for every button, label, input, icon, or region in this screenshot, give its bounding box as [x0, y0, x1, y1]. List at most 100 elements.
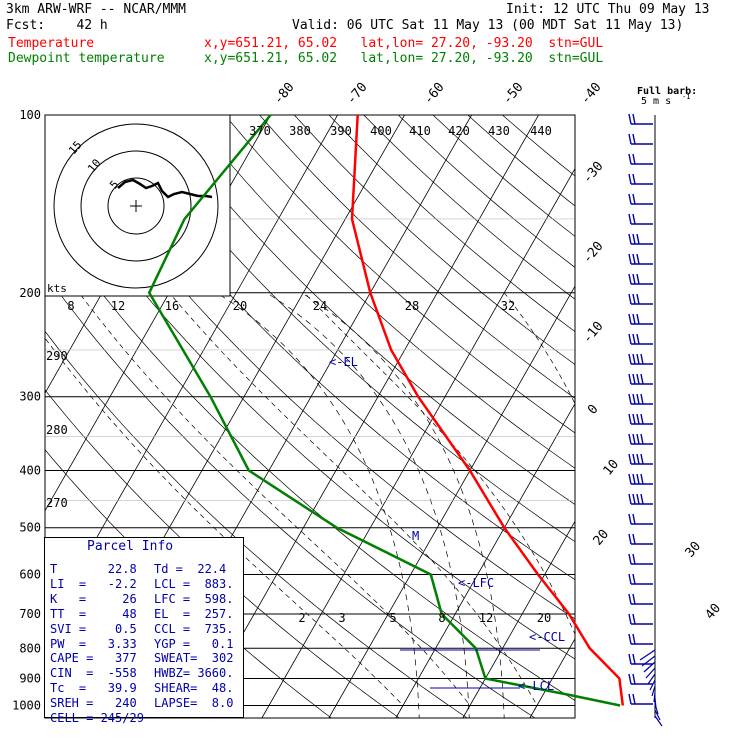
speed-scale-label: 12 [111, 299, 125, 313]
pressure-tick-label: 1000 [12, 698, 41, 712]
wind-barb-flag [628, 493, 632, 505]
wind-barb-flag [632, 253, 636, 265]
wind-barb-flag [628, 373, 632, 385]
mixing-ratio-label: 12 [479, 611, 493, 625]
wind-barb-low [654, 703, 659, 715]
wind-barb-flag [628, 113, 632, 125]
parcel-info-left: SREH = 240 [50, 696, 137, 711]
wind-barb-flag [628, 473, 632, 485]
pressure-tick-label: 400 [19, 464, 41, 478]
dry-adiabat [190, 115, 575, 469]
wind-barb-flag [636, 253, 640, 265]
isotherm-label: 0 [585, 402, 602, 418]
dry-adiabat [45, 273, 536, 718]
wind-barb-flag [628, 533, 632, 545]
dry-adiabat [45, 159, 575, 660]
parcel-level-annotation: <-CCL [529, 630, 565, 644]
wind-barb-flag [632, 453, 636, 465]
wind-barb-flag [640, 393, 644, 405]
wind-barb-flag [632, 113, 636, 125]
wind-barb-flag [628, 633, 632, 645]
parcel-info-row: CIN = -558 HWBZ= 3660. [50, 666, 233, 681]
dry-adiabat [259, 115, 575, 399]
isotherm-label: -10 [580, 319, 607, 347]
dry-adiabat [85, 115, 575, 581]
temperature-legend-name: Temperature [8, 36, 95, 51]
mixing-ratio-label: 20 [537, 611, 551, 625]
wind-barb-low [649, 679, 656, 691]
parcel-level-annotation: <-LCL [518, 679, 554, 693]
theta-e-scale-label: 370 [249, 124, 271, 138]
wind-barb-flag [628, 293, 632, 305]
wind-barb-flag [632, 653, 636, 665]
mixing-ratio-label: 2 [298, 611, 305, 625]
parcel-info-right: EL = 257. [154, 606, 234, 621]
wind-barb-flag [636, 233, 640, 245]
wind-barb-flag [632, 133, 636, 145]
parcel-info-row: K = 26 LFC = 598. [50, 592, 233, 607]
wind-barb-flag [640, 373, 644, 385]
hodograph-units-label: kts [47, 282, 67, 295]
wind-barb-flag [640, 493, 644, 505]
wind-barb-flag [632, 173, 636, 185]
parcel-info-row: Tc = 39.9 SHEAR= 48. [50, 681, 233, 696]
wind-barb-flag [628, 673, 632, 685]
parcel-info-row: CELL = 245/29 [50, 711, 233, 726]
wind-barb-flag [628, 213, 632, 225]
dry-adiabat [432, 115, 575, 237]
pressure-tick-label: 500 [19, 521, 41, 535]
barb-legend-exponent: -1 [682, 93, 690, 101]
parcel-info-left: T 22.8 [50, 562, 137, 576]
isotherm-label: 40 [703, 601, 725, 623]
parcel-info-row: LI = -2.2 LCL = 883. [50, 577, 233, 592]
dry-adiabat [120, 115, 575, 543]
isotherm-label: -40 [578, 80, 605, 108]
wind-barb-flag [640, 473, 644, 485]
wind-barb-flag [628, 393, 632, 405]
wind-barb-flag [636, 413, 640, 425]
pressure-tick-label: 800 [19, 641, 41, 655]
hodograph-ring [53, 123, 219, 289]
wind-barb-flag [640, 433, 644, 445]
wind-barb-flag [632, 573, 636, 585]
moist-adiabat [504, 292, 575, 405]
parcel-info-panel: Parcel Info T 22.8 Td = 22.4 LI = -2.2 LCL … [44, 537, 244, 725]
wind-barb-flag [628, 153, 632, 165]
dry-adiabat [294, 115, 575, 365]
moist-adiabat [169, 292, 538, 718]
wind-barb-flag [628, 193, 632, 205]
wind-barb-flag [632, 233, 636, 245]
temperature-profile [350, 114, 625, 706]
isotherm-label: 30 [683, 539, 705, 561]
parcel-info-left: TT = 48 [50, 606, 137, 621]
wind-barb-low [643, 661, 656, 673]
pressure-tick-label: 700 [19, 607, 41, 621]
wind-barb-flag [628, 453, 632, 465]
wind-barb-flag [632, 533, 636, 545]
isotherm-line [462, 520, 575, 718]
wind-barb-flag [640, 353, 644, 365]
parcel-info-left: CELL = 245/29 [50, 711, 144, 726]
parcel-info-title: Parcel Info [87, 539, 174, 554]
wind-barb-flag [628, 233, 632, 245]
parcel-level-annotation: M [412, 529, 419, 543]
parcel-info-left: SVI = 0.5 [50, 621, 137, 636]
wind-barb-flag [632, 213, 636, 225]
wind-barb-flag [632, 393, 636, 405]
speed-scale-label: 32 [501, 299, 515, 313]
wind-barb-flag [632, 273, 636, 285]
wind-barb-flag [628, 693, 632, 705]
parcel-level-annotation: <-LFC [458, 576, 494, 590]
barb-legend-title: Full barb: [637, 86, 697, 97]
parcel-info-right: LCL = 883. [154, 576, 234, 591]
isotherm-line [664, 115, 740, 718]
parcel-info-row: CAPE = 377 SWEAT= 302 [50, 651, 233, 666]
isotherm-label: -50 [500, 80, 527, 108]
isotherm-label: 20 [591, 527, 613, 549]
temperature-legend-info: x,y=651.21, 65.02 lat,lon= 27.20, -93.20… [204, 36, 604, 51]
wind-barb-flag [628, 553, 632, 565]
wind-barb-flag [632, 633, 636, 645]
isotherm-line [0, 115, 3, 718]
speed-scale-label: 28 [405, 299, 419, 313]
parcel-info-right: YGP = 0.1 [154, 636, 234, 651]
